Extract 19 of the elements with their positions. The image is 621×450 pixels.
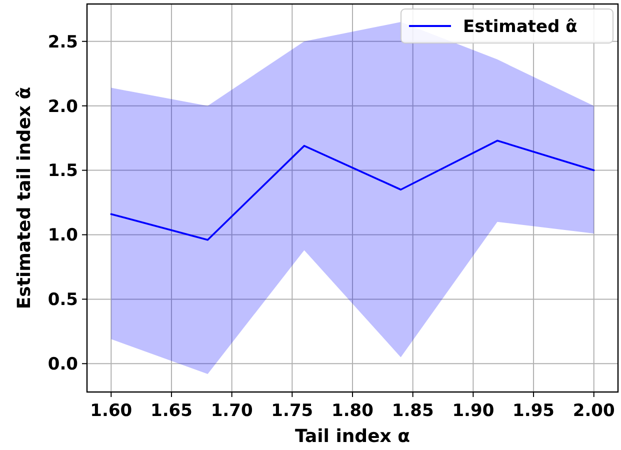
x-tick-label: 2.00 (572, 401, 615, 421)
y-tick-label: 0.5 (48, 290, 78, 310)
x-tick-label: 1.60 (90, 401, 132, 421)
y-tick-label: 0.0 (48, 354, 78, 375)
y-tick-label: 2.0 (48, 96, 78, 117)
y-axis-title: Estimated tail index α̂ (14, 86, 35, 310)
x-tick-label: 1.80 (332, 401, 374, 421)
legend-label: Estimated α̂ (463, 16, 578, 37)
x-tick-label: 1.85 (392, 401, 434, 421)
x-axis-title: Tail index α (294, 426, 410, 447)
y-tick-label: 2.5 (48, 32, 78, 52)
x-tick-label: 1.95 (512, 401, 554, 421)
line-series (110, 140, 595, 241)
x-tick-label: 1.70 (210, 401, 253, 421)
x-tick-label: 1.75 (271, 401, 314, 421)
x-tick-label: 1.90 (452, 401, 494, 421)
x-tick-label: 1.65 (150, 401, 192, 421)
y-tick-label: 1.0 (48, 226, 78, 246)
y-tick-label: 1.5 (48, 161, 78, 182)
